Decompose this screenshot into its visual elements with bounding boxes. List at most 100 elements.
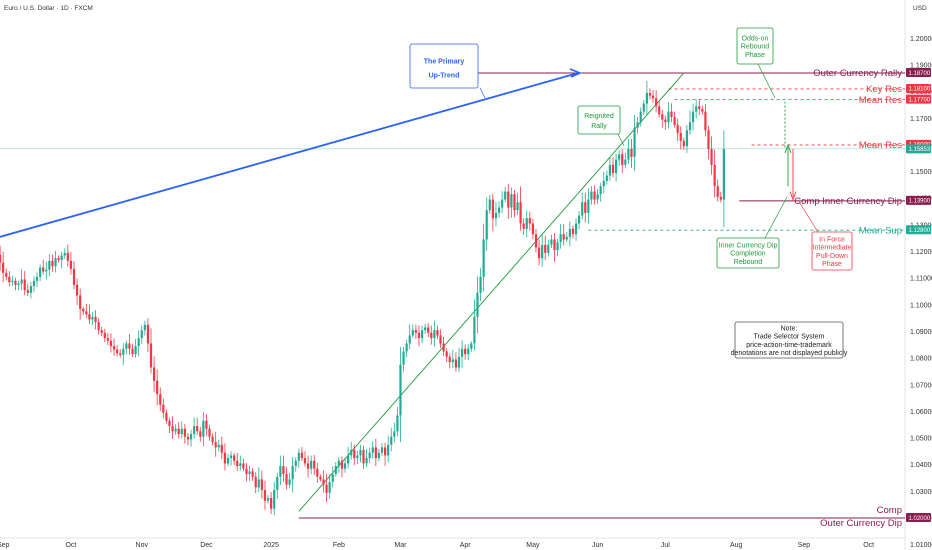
candle-body	[8, 276, 11, 283]
candle	[519, 186, 522, 231]
candle	[242, 458, 245, 472]
candle-body	[359, 450, 362, 456]
y-tick-label: 1.06000	[910, 409, 932, 416]
candle	[137, 330, 140, 357]
candle	[319, 474, 322, 482]
candle-body	[584, 202, 587, 213]
candle-body	[402, 351, 405, 365]
candle	[420, 325, 424, 344]
candle-body	[547, 244, 550, 253]
candle-body	[479, 276, 482, 293]
candle	[571, 225, 575, 239]
candle	[464, 344, 467, 360]
candle-body	[322, 479, 325, 485]
candle-body	[263, 490, 267, 501]
candle-body	[695, 106, 698, 112]
candle-body	[476, 292, 479, 317]
trend-lines	[0, 68, 797, 512]
candle-body	[316, 468, 319, 477]
candle	[131, 343, 134, 358]
candle-body	[430, 332, 433, 339]
x-tick-label: Aug	[730, 542, 743, 549]
candle-body	[420, 330, 424, 339]
candle-body	[482, 239, 485, 277]
candle	[75, 278, 79, 306]
candle	[408, 324, 411, 350]
candle-body	[196, 426, 199, 432]
candle	[165, 409, 168, 424]
candle-body	[451, 359, 454, 363]
candle-body	[97, 322, 100, 331]
candle-body	[156, 380, 159, 395]
candle-body	[72, 268, 76, 285]
candle	[424, 323, 427, 335]
candle	[306, 455, 310, 478]
candle	[562, 224, 565, 246]
candle	[42, 259, 45, 275]
candle	[402, 346, 405, 372]
candle-body	[313, 460, 316, 469]
candle	[325, 473, 328, 503]
candle-body	[399, 364, 402, 416]
callout-text: Phase	[745, 52, 765, 59]
candle-body	[165, 412, 168, 421]
candle	[211, 433, 214, 446]
candle-body	[202, 420, 205, 437]
candle	[433, 320, 436, 347]
price-axis: 1.200001.190001.180001.170001.160001.150…	[906, 36, 932, 549]
candle-body	[427, 327, 430, 333]
candle	[651, 89, 655, 103]
candle	[630, 139, 633, 168]
candle	[537, 239, 541, 266]
candle-body	[645, 92, 648, 104]
candle	[568, 221, 571, 247]
candle	[374, 438, 377, 467]
candle	[574, 218, 578, 241]
candle	[143, 320, 146, 336]
candle-body	[454, 359, 458, 368]
candle-body	[682, 140, 685, 147]
candle	[599, 182, 602, 202]
candle-body	[436, 330, 439, 336]
candle-body	[174, 428, 177, 432]
candle	[112, 338, 116, 356]
candle	[202, 411, 205, 447]
candle-body	[581, 202, 584, 216]
candle-body	[433, 330, 436, 339]
candle-body	[91, 316, 94, 320]
candle	[436, 325, 439, 340]
candle	[270, 491, 273, 515]
candle-body	[362, 450, 365, 464]
candle	[476, 276, 479, 334]
candle	[695, 99, 698, 119]
candle-body	[273, 490, 276, 509]
candle-body	[32, 280, 36, 287]
candle	[340, 456, 344, 478]
candle-body	[611, 164, 615, 173]
candle-body	[655, 98, 658, 107]
candle	[174, 424, 177, 435]
candle	[100, 326, 103, 337]
candle	[266, 494, 270, 504]
candle	[618, 150, 621, 166]
candle	[11, 275, 14, 286]
candle	[494, 201, 498, 227]
candle-body	[162, 404, 165, 413]
candle	[608, 156, 612, 181]
y-tick-label: 1.11000	[910, 276, 932, 283]
callout-text: Reignited	[584, 113, 614, 120]
candle	[633, 114, 636, 171]
candle	[565, 232, 568, 242]
last-price-tag-text: 1.15853	[909, 147, 931, 153]
candle-body	[618, 154, 621, 160]
candle	[69, 251, 73, 275]
candle-body	[599, 186, 602, 195]
candle	[205, 414, 208, 436]
candle	[448, 353, 451, 369]
candle	[460, 340, 464, 368]
candle	[79, 288, 82, 320]
candle	[501, 191, 504, 214]
candle-body	[651, 95, 655, 99]
